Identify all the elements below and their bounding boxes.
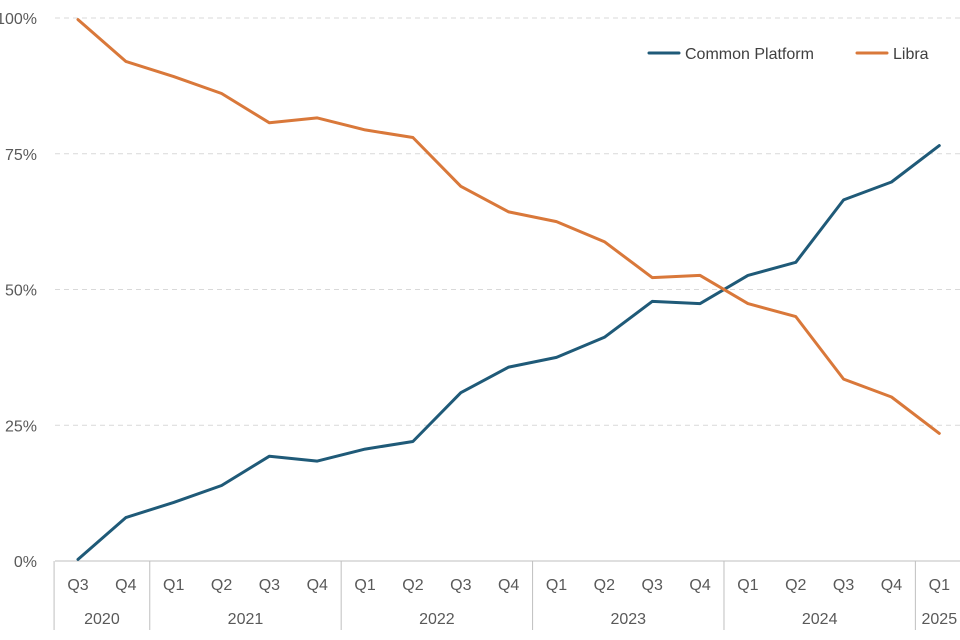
- x-tick-label-6: Q1: [354, 577, 375, 594]
- x-tick-label-18: Q1: [929, 577, 950, 594]
- y-tick-label-75: 75%: [5, 147, 37, 164]
- gridlines: [55, 17, 960, 426]
- x-tick-label-14: Q1: [737, 577, 758, 594]
- legend-label-common-platform: Common Platform: [685, 46, 814, 63]
- legend: Common Platform Libra: [647, 46, 929, 63]
- x-tick-label-13: Q4: [689, 577, 710, 594]
- x-axis: Q3 Q4 Q1 Q2 Q3 Q4 Q1 Q2 Q3 Q4 Q1 Q2 Q3 Q4 Q1 Q2 Q3 Q4 Q1 20…: [53, 560, 960, 630]
- x-tick-label-10: Q1: [546, 577, 567, 594]
- x-tick-label-0: Q3: [67, 577, 88, 594]
- x-tick-label-5: Q4: [307, 577, 328, 594]
- x-tick-label-3: Q2: [211, 577, 232, 594]
- y-tick-label-25: 25%: [5, 418, 37, 435]
- x-tick-label-1: Q4: [115, 577, 136, 594]
- y-axis: 0% 25% 50% 75% 100%: [0, 11, 37, 571]
- year-label-2023: 2023: [610, 611, 646, 628]
- series-lines: [76, 18, 941, 561]
- x-tick-label-7: Q2: [402, 577, 423, 594]
- x-tick-label-11: Q2: [594, 577, 615, 594]
- x-tick-label-12: Q3: [642, 577, 663, 594]
- y-tick-label-50: 50%: [5, 283, 37, 300]
- x-tick-label-16: Q3: [833, 577, 854, 594]
- year-label-2025: 2025: [922, 611, 958, 628]
- x-tick-label-8: Q3: [450, 577, 471, 594]
- series-line-common-platform: [76, 144, 941, 561]
- year-label-2020: 2020: [84, 611, 120, 628]
- y-tick-label-0: 0%: [14, 554, 37, 571]
- x-tick-label-4: Q3: [259, 577, 280, 594]
- legend-label-libra: Libra: [893, 46, 929, 63]
- year-label-2021: 2021: [228, 611, 264, 628]
- series-line-libra: [76, 18, 941, 435]
- y-tick-label-100: 100%: [0, 11, 37, 28]
- x-tick-label-9: Q4: [498, 577, 519, 594]
- year-label-2022: 2022: [419, 611, 455, 628]
- x-tick-label-15: Q2: [785, 577, 806, 594]
- x-tick-label-17: Q4: [881, 577, 902, 594]
- x-tick-label-2: Q1: [163, 577, 184, 594]
- year-label-2024: 2024: [802, 611, 838, 628]
